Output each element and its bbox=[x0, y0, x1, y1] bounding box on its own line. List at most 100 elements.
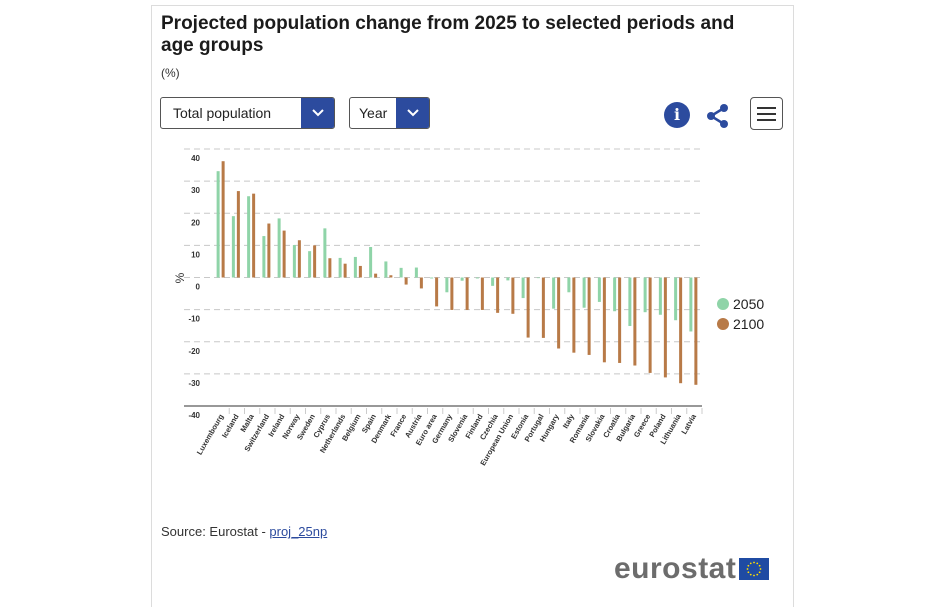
y-tick-label: -40 bbox=[188, 411, 200, 420]
legend-label-2050: 2050 bbox=[733, 296, 765, 312]
source-note: Source: Eurostat - proj_25np bbox=[161, 524, 327, 539]
eu-star bbox=[756, 562, 759, 565]
bar-2100 bbox=[297, 240, 301, 278]
eu-star bbox=[750, 562, 753, 565]
legend-item-2100[interactable]: 2100 bbox=[717, 314, 764, 334]
eurostat-logo: eurostat bbox=[614, 552, 770, 585]
period-select-value: Year bbox=[359, 105, 388, 121]
bar-2050 bbox=[597, 277, 601, 302]
bar-2100 bbox=[480, 277, 484, 310]
bar-2100 bbox=[465, 277, 469, 310]
eu-star bbox=[753, 561, 756, 564]
bar-2050 bbox=[552, 277, 556, 309]
x-tick-label: Latvia bbox=[679, 412, 698, 436]
bar-2100 bbox=[511, 277, 515, 314]
bar-2050 bbox=[338, 257, 342, 278]
bar-2050 bbox=[231, 216, 235, 278]
bar-2050 bbox=[643, 277, 647, 313]
bar-2100 bbox=[618, 277, 622, 363]
bar-2050 bbox=[430, 277, 434, 279]
bar-2100 bbox=[282, 230, 286, 278]
chevron-down-icon[interactable] bbox=[301, 98, 334, 128]
population-group-select-value: Total population bbox=[173, 105, 272, 121]
eurostat-logo-text: eurostat bbox=[614, 552, 737, 585]
bar-chart: 403020100-10-20-30-40%LuxembourgIcelandM… bbox=[173, 148, 703, 467]
bar-2100 bbox=[557, 277, 561, 349]
bar-2100 bbox=[343, 263, 347, 278]
eu-star bbox=[750, 573, 753, 576]
bar-2050 bbox=[506, 277, 510, 281]
chart-card: Projected population change from 2025 to… bbox=[151, 5, 794, 607]
bar-2050 bbox=[658, 277, 662, 315]
chevron-down-icon[interactable] bbox=[396, 98, 429, 128]
bar-2050 bbox=[491, 277, 495, 286]
bar-2050 bbox=[353, 256, 357, 278]
y-axis-label: % bbox=[173, 272, 187, 283]
share-icon[interactable] bbox=[705, 103, 731, 129]
bar-2100 bbox=[435, 277, 439, 307]
bar-2100 bbox=[526, 277, 530, 338]
bar-2100 bbox=[313, 245, 317, 278]
legend-label-2100: 2100 bbox=[733, 316, 765, 332]
y-tick-label: -10 bbox=[188, 315, 200, 324]
bar-2100 bbox=[663, 277, 667, 378]
bar-2050 bbox=[414, 267, 418, 278]
y-tick-label: 30 bbox=[191, 186, 200, 195]
chart-unit: (%) bbox=[161, 66, 180, 80]
y-tick-label: 20 bbox=[191, 218, 200, 227]
bar-2100 bbox=[328, 258, 332, 278]
legend-swatch-2100 bbox=[717, 318, 729, 330]
source-dataset-link[interactable]: proj_25np bbox=[269, 524, 328, 539]
bar-2050 bbox=[613, 277, 617, 312]
hamburger-menu-icon[interactable] bbox=[750, 97, 783, 130]
bar-2050 bbox=[277, 218, 281, 278]
bar-2100 bbox=[404, 277, 408, 285]
bar-2100 bbox=[587, 277, 591, 355]
bar-2050 bbox=[445, 277, 449, 293]
eu-star bbox=[753, 574, 756, 577]
eu-star bbox=[747, 571, 750, 574]
bar-2100 bbox=[267, 223, 271, 278]
eu-star bbox=[746, 568, 749, 570]
bar-2100 bbox=[694, 277, 698, 385]
y-tick-label: -20 bbox=[188, 347, 200, 356]
period-select[interactable]: Year bbox=[349, 97, 430, 129]
population-group-select[interactable]: Total population bbox=[160, 97, 335, 129]
bar-2100 bbox=[450, 277, 454, 310]
bar-2100 bbox=[221, 161, 225, 278]
bar-2100 bbox=[252, 193, 256, 278]
y-tick-label: -30 bbox=[188, 379, 200, 388]
eu-star bbox=[759, 568, 762, 570]
bar-2050 bbox=[323, 228, 327, 278]
info-icon[interactable]: i bbox=[664, 102, 690, 128]
bar-2100 bbox=[648, 277, 652, 373]
bar-2100 bbox=[496, 277, 500, 313]
eu-star bbox=[759, 571, 761, 574]
bar-2050 bbox=[247, 196, 251, 278]
y-tick-label: 0 bbox=[196, 283, 201, 292]
eu-flag-icon bbox=[739, 558, 770, 580]
bar-2100 bbox=[633, 277, 637, 366]
bar-2100 bbox=[602, 277, 606, 363]
bar-2050 bbox=[674, 277, 678, 321]
bar-2100 bbox=[679, 277, 683, 384]
bar-2050 bbox=[369, 246, 373, 278]
eu-star bbox=[759, 564, 761, 567]
bar-2100 bbox=[572, 277, 576, 353]
bar-2050 bbox=[689, 277, 693, 332]
bar-2050 bbox=[521, 277, 525, 299]
bar-2050 bbox=[399, 267, 403, 278]
y-tick-label: 10 bbox=[191, 250, 200, 259]
y-tick-label: 40 bbox=[191, 154, 200, 163]
bar-2050 bbox=[216, 171, 220, 278]
bar-2100 bbox=[236, 191, 240, 278]
bar-2050 bbox=[475, 277, 479, 279]
bar-2100 bbox=[358, 265, 362, 278]
chart-title: Projected population change from 2025 to… bbox=[161, 13, 735, 56]
bar-2050 bbox=[536, 277, 540, 279]
bar-2050 bbox=[567, 277, 571, 293]
bar-2050 bbox=[292, 245, 296, 278]
bar-2050 bbox=[308, 251, 312, 278]
eu-star bbox=[747, 564, 750, 567]
legend-item-2050[interactable]: 2050 bbox=[717, 294, 764, 314]
